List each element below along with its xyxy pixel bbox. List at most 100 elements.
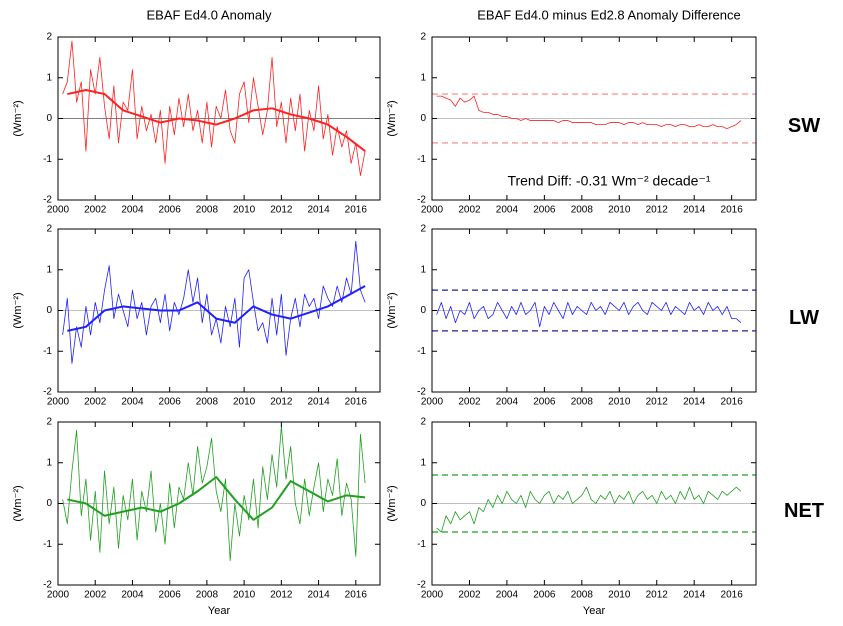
y-axis-label: (Wm⁻²): [12, 292, 24, 328]
row-label: NET: [784, 500, 824, 522]
y-tick-label: -1: [43, 539, 52, 550]
y-tick-label: 2: [420, 224, 426, 235]
x-tick-label: 2002: [458, 590, 481, 601]
x-tick-label: 2010: [233, 590, 256, 601]
y-tick-label: 0: [420, 498, 426, 509]
x-tick-label: 2000: [47, 205, 70, 216]
x-tick-label: 2014: [683, 590, 706, 601]
y-tick-label: 0: [420, 305, 426, 316]
y-axis-label: (Wm⁻²): [386, 485, 398, 521]
x-tick-label: 2012: [270, 397, 293, 408]
x-tick-label: 2006: [533, 590, 556, 601]
x-tick-label: 2006: [159, 205, 182, 216]
x-tick-label: 2002: [458, 397, 481, 408]
y-tick-label: -2: [43, 387, 52, 398]
y-tick-label: 1: [420, 457, 426, 468]
x-tick-label: 2010: [608, 397, 631, 408]
data-line: [436, 486, 742, 533]
x-tick-label: 2004: [121, 590, 144, 601]
data-line: [436, 95, 742, 130]
data-line: [62, 425, 366, 561]
x-tick-label: 2008: [571, 397, 594, 408]
x-tick-label: 2016: [345, 397, 368, 408]
x-tick-label: 2008: [571, 590, 594, 601]
y-tick-label: -1: [417, 154, 426, 165]
data-line: [67, 88, 366, 152]
x-tick-label: 2014: [307, 590, 330, 601]
x-tick-label: 2016: [721, 590, 744, 601]
x-tick-label: 2000: [47, 590, 70, 601]
data-line: [62, 40, 366, 176]
x-tick-label: 2004: [121, 205, 144, 216]
data-line: [62, 240, 366, 364]
y-tick-label: -1: [43, 346, 52, 357]
data-line: [67, 476, 366, 521]
x-tick-label: 2008: [571, 205, 594, 216]
y-axis-label: (Wm⁻²): [386, 292, 398, 328]
x-tick-label: 2002: [84, 397, 107, 408]
x-tick-label: 2012: [270, 205, 293, 216]
x-tick-label: 2010: [608, 205, 631, 216]
y-axis-label: (Wm⁻²): [386, 100, 398, 136]
x-tick-label: 2012: [646, 397, 669, 408]
data-line: [67, 285, 366, 332]
x-axis-label: Year: [208, 605, 231, 617]
x-tick-label: 2008: [196, 205, 219, 216]
x-tick-label: 2010: [233, 205, 256, 216]
annotation: Trend Diff: -0.31 Wm⁻² decade⁻¹: [507, 173, 710, 189]
x-tick-label: 2014: [307, 397, 330, 408]
y-tick-label: -2: [43, 580, 52, 591]
x-tick-label: 2014: [683, 205, 706, 216]
x-tick-label: 2006: [159, 397, 182, 408]
x-tick-label: 2016: [721, 397, 744, 408]
x-tick-label: 2012: [646, 205, 669, 216]
y-tick-label: 2: [420, 32, 426, 43]
x-tick-label: 2002: [84, 590, 107, 601]
x-tick-label: 2002: [84, 205, 107, 216]
x-tick-label: 2008: [196, 590, 219, 601]
y-tick-label: -2: [417, 387, 426, 398]
y-tick-label: -1: [43, 154, 52, 165]
y-tick-label: 1: [420, 72, 426, 83]
y-tick-label: 0: [46, 305, 52, 316]
x-tick-label: 2008: [196, 397, 219, 408]
x-tick-label: 2010: [608, 590, 631, 601]
panel-title: EBAF Ed4.0 Anomaly: [146, 7, 272, 22]
y-tick-label: 0: [46, 113, 52, 124]
y-tick-label: 2: [46, 417, 52, 428]
data-line: [436, 301, 742, 328]
row-label: LW: [789, 307, 819, 329]
y-tick-label: 1: [46, 457, 52, 468]
y-tick-label: 1: [46, 264, 52, 275]
x-tick-label: 2010: [233, 397, 256, 408]
x-tick-label: 2006: [533, 397, 556, 408]
x-tick-label: 2014: [683, 397, 706, 408]
x-tick-label: 2004: [496, 205, 519, 216]
y-tick-label: -1: [417, 346, 426, 357]
y-tick-label: -2: [43, 195, 52, 206]
y-tick-label: 2: [420, 417, 426, 428]
x-tick-label: 2006: [533, 205, 556, 216]
x-tick-label: 2002: [458, 205, 481, 216]
x-tick-label: 2016: [345, 590, 368, 601]
y-tick-label: 0: [46, 498, 52, 509]
y-tick-label: -2: [417, 580, 426, 591]
y-tick-label: -2: [417, 195, 426, 206]
x-tick-label: 2004: [496, 590, 519, 601]
x-tick-label: 2000: [421, 397, 444, 408]
y-tick-label: 2: [46, 32, 52, 43]
y-tick-label: 1: [46, 72, 52, 83]
x-tick-label: 2012: [270, 590, 293, 601]
x-tick-label: 2012: [646, 590, 669, 601]
x-tick-label: 2000: [421, 590, 444, 601]
x-tick-label: 2000: [421, 205, 444, 216]
y-axis-label: (Wm⁻²): [12, 100, 24, 136]
y-tick-label: 1: [420, 264, 426, 275]
x-tick-label: 2014: [307, 205, 330, 216]
y-tick-label: 2: [46, 224, 52, 235]
x-axis-label: Year: [583, 605, 606, 617]
row-label: SW: [788, 115, 820, 137]
y-tick-label: -1: [417, 539, 426, 550]
x-tick-label: 2006: [159, 590, 182, 601]
